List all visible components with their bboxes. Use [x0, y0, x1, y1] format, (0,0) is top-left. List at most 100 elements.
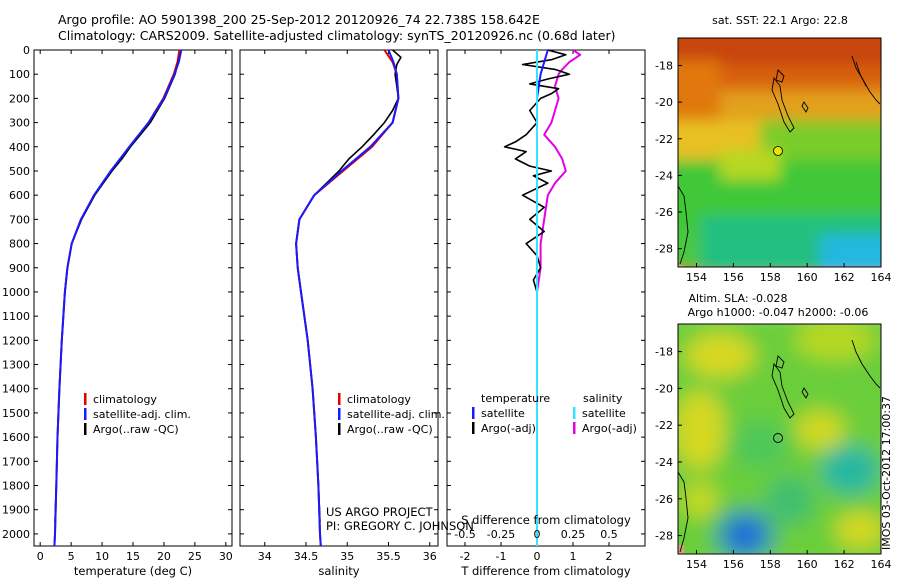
difference-xtick-label: -1: [496, 550, 507, 563]
depth-tick-label: 700: [9, 213, 30, 226]
difference-xlabel: T difference from climatology: [460, 564, 631, 578]
sla_map-ytick-label: -18: [655, 346, 673, 359]
figure-title-line1: Argo profile: AO 5901398_200 25-Sep-2012…: [58, 12, 540, 27]
legend-swatch: [338, 408, 341, 420]
legend-swatch: [472, 407, 475, 419]
salinity-argo-line: [295, 49, 402, 522]
salinity-axes-frame: [239, 49, 439, 547]
sla-float-marker: [773, 433, 783, 443]
salinity-xtick-label: 34: [258, 550, 272, 563]
legend-entry: satellite: [582, 407, 626, 420]
sst_map-xtick-label: 154: [686, 271, 707, 284]
sst_map-ytick-label: -18: [655, 59, 673, 72]
salinity-diff-tick-label: 0.25: [561, 528, 586, 541]
salinity-xtick-label: 36: [423, 550, 437, 563]
salinity-profile-panel: 34 34.5 35 35.5 36 salinity climatology satelli…: [239, 49, 445, 578]
salinity-diff-tick-label: 0.5: [600, 528, 618, 541]
sst_map-xtick-label: 164: [871, 271, 892, 284]
difference-xtick-label: 1: [570, 550, 577, 563]
legend-entry: satellite-adj. clim.: [347, 408, 445, 421]
sst_map-xtick-label: 162: [834, 271, 855, 284]
depth-tick-label: 600: [9, 189, 30, 202]
sst_map-ytick-label: -24: [655, 169, 673, 182]
depth-tick-label: 2000: [2, 528, 30, 541]
temperature-xtick-label: 0: [37, 550, 44, 563]
legend-title-salinity: salinity: [583, 392, 623, 405]
difference-axes-frame: [446, 49, 646, 547]
difference-xtick-label: 0: [534, 550, 541, 563]
sla_map-xtick-label: 156: [723, 558, 744, 571]
sst-float-marker: [773, 146, 783, 156]
sla-map-frame: [677, 323, 882, 555]
sla_map-xtick-label: 160: [797, 558, 818, 571]
sla-map-title: Altim. SLA: -0.028: [688, 292, 787, 305]
legend-swatch: [84, 423, 87, 435]
depth-tick-label: 1100: [2, 310, 30, 323]
depth-tick-label: 1800: [2, 480, 30, 493]
depth-tick-label: 300: [9, 117, 30, 130]
sst_map-ytick-label: -20: [655, 96, 673, 109]
difference-xtick-label: 2: [606, 550, 613, 563]
sst-map-panel: [677, 37, 882, 268]
depth-tick-label: 1500: [2, 407, 30, 420]
depth-tick-label: 1000: [2, 286, 30, 299]
depth-tick-label: 1900: [2, 504, 30, 517]
sla_map-ytick-label: -20: [655, 382, 673, 395]
depth-tick-label: 1700: [2, 455, 30, 468]
sla_map-ytick-label: -26: [655, 493, 673, 506]
legend-swatch: [573, 407, 576, 419]
depth-tick-label: 1400: [2, 383, 30, 396]
depth-tick-label: 1600: [2, 431, 30, 444]
temperature-xtick-label: 20: [157, 550, 171, 563]
legend-entry: climatology: [347, 393, 411, 406]
depth-tick-label: 0: [23, 44, 30, 57]
depth-tick-label: 200: [9, 92, 30, 105]
legend-entry: Argo(..raw -QC): [347, 423, 433, 436]
depth-tick-label: 100: [9, 68, 30, 81]
legend-entry: climatology: [93, 393, 157, 406]
temperature-profile-panel: 0100200300400500600700800900100011001200…: [2, 44, 233, 578]
legend-entry: Argo(..raw -QC): [93, 423, 179, 436]
sla_map-ytick-label: -22: [655, 419, 673, 432]
salinity-diff-tick-label: -0.5: [454, 528, 475, 541]
salinity-satellite-line: [295, 49, 400, 547]
salinity-diff-tick-label: 0: [534, 528, 541, 541]
sla_map-ytick-label: -28: [655, 530, 673, 543]
project-note-line2: PI: GREGORY C. JOHNSON: [326, 519, 474, 533]
sst_map-ytick-label: -28: [655, 243, 673, 256]
temperature-argo-line: [54, 49, 183, 522]
legend-entry: satellite-adj. clim.: [93, 408, 191, 421]
temperature-xtick-label: 30: [219, 550, 233, 563]
depth-tick-label: 800: [9, 238, 30, 251]
legend-swatch: [338, 423, 341, 435]
temperature-xtick-label: 15: [126, 550, 140, 563]
legend-entry: satellite: [481, 407, 525, 420]
sst_map-ytick-label: -22: [655, 133, 673, 146]
sla_map-xtick-label: 154: [686, 558, 707, 571]
depth-tick-label: 500: [9, 165, 30, 178]
temperature-xtick-label: 10: [95, 550, 109, 563]
legend-title-temperature: temperature: [481, 392, 550, 405]
legend-entry: Argo(-adj): [582, 422, 637, 435]
sla_map-xtick-label: 162: [834, 558, 855, 571]
salinity-xtick-label: 35.5: [376, 550, 401, 563]
legend-swatch: [573, 422, 576, 434]
sla_map-ytick-label: -24: [655, 456, 673, 469]
legend-swatch: [84, 408, 87, 420]
sst_map-xtick-label: 158: [760, 271, 781, 284]
temperature-xtick-label: 25: [188, 550, 202, 563]
sla_map-xtick-label: 164: [871, 558, 892, 571]
temperature-satellite-line: [53, 49, 183, 547]
salinity-xtick-label: 34.5: [294, 550, 319, 563]
map-axes: 154 156 158 160 162 164 -18 -20 -22 -24 -26 -28 154 1…: [655, 59, 891, 571]
salinity-xtick-label: 35: [340, 550, 354, 563]
legend-swatch: [338, 393, 341, 405]
salinity-argo-diff-line: [536, 49, 582, 293]
salinity-diff-xlabel: S difference from climatology: [461, 513, 631, 527]
sla_map-xtick-label: 158: [760, 558, 781, 571]
depth-tick-label: 1300: [2, 359, 30, 372]
sla-map-subtitle: Argo h1000: -0.047 h2000: -0.06: [688, 306, 869, 319]
difference-xtick-label: -2: [460, 550, 471, 563]
depth-tick-label: 400: [9, 141, 30, 154]
